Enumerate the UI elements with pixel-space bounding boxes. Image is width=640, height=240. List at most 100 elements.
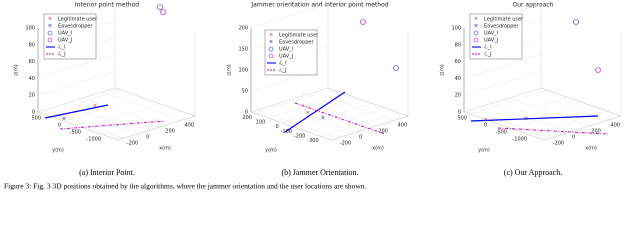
panel: Our approach100806040200z(m)5000-500-100… <box>440 2 622 177</box>
user-marker: × <box>483 117 488 124</box>
panel-title: Interior point method <box>75 2 139 9</box>
z-grid-line <box>37 71 116 96</box>
legend-label: ℒ_I <box>279 61 287 67</box>
legend-label: Eavesdropper <box>484 24 519 30</box>
y-grid-line <box>103 110 182 136</box>
x-grid-line <box>508 98 589 127</box>
legend-symbol <box>47 30 53 36</box>
uav-marker <box>573 19 579 25</box>
y-tick-label: -1000 <box>512 137 527 143</box>
legend-symbol: × <box>473 16 478 23</box>
y-grid-line <box>63 96 142 122</box>
legend-symbol: × <box>47 23 52 30</box>
y-axis-label: y(m) <box>265 148 277 154</box>
x-grid-line <box>275 104 357 133</box>
x-tick-label: 200 <box>591 129 601 135</box>
legend-label: Eavesdropper <box>279 40 314 46</box>
y-tick-label: 100 <box>256 120 266 126</box>
legend-label: ℒ_J <box>58 52 66 58</box>
uav-marker <box>157 4 163 10</box>
y-tick-label: -500 <box>70 130 81 136</box>
y-axis-label: y(m) <box>478 148 490 154</box>
z-tick-label: 100 <box>451 26 461 32</box>
z-tick-label: 0 <box>458 110 461 116</box>
x-grid-line <box>295 98 376 127</box>
z-tick-label: 50 <box>242 89 248 95</box>
legend-label: UAV_J <box>484 38 498 44</box>
x-axis-label: x(m) <box>159 146 171 152</box>
panel: Jammer orientation and interior point me… <box>227 2 409 177</box>
y-tick-label: 500 <box>457 116 467 122</box>
x-tick-label: 0 <box>146 135 149 141</box>
x-tick-label: -200 <box>340 141 351 147</box>
legend-symbol: × <box>473 23 478 30</box>
legend-symbol <box>268 46 274 52</box>
x-grid-line <box>43 110 124 139</box>
legend-label: ℒ_I <box>58 45 66 51</box>
legend-label: Legitimate user <box>58 17 98 23</box>
uav-marker <box>393 65 399 71</box>
x-tick-label: 0 <box>572 135 575 141</box>
z-grid-line <box>37 87 116 113</box>
x-axis-label: x(m) <box>585 146 597 152</box>
x-tick-label: 200 <box>165 129 175 135</box>
z-grid-line <box>37 54 116 79</box>
panel-title: Jammer orientation and interior point me… <box>250 2 388 9</box>
trajectory-i <box>284 91 346 133</box>
y-grid-line <box>529 110 608 136</box>
z-tick-label: 200 <box>238 26 248 32</box>
y-tick-label: 200 <box>242 115 252 121</box>
x-tick-label: 200 <box>378 129 388 135</box>
user-marker: × <box>320 115 325 122</box>
legend-label: UAV_I <box>58 31 72 37</box>
x-tick-label: 400 <box>398 123 408 129</box>
uav-marker <box>160 9 166 15</box>
trajectory-i <box>470 115 599 122</box>
y-grid-line <box>83 103 162 129</box>
legend-symbol <box>268 53 274 59</box>
trajectory-j <box>294 102 386 135</box>
uav-marker <box>595 67 601 73</box>
y-grid-line <box>509 103 588 129</box>
subcaption: (b) Jammer Orientation. <box>281 168 358 177</box>
y-grid-line <box>469 89 548 115</box>
y-tick-label: -500 <box>496 130 507 136</box>
y-grid-line <box>268 93 346 119</box>
y-tick-label: 0 <box>58 123 61 129</box>
user-marker: × <box>61 116 66 123</box>
z-axis-label: z(m) <box>14 64 20 75</box>
legend-label: Legitimate user <box>484 17 524 23</box>
panel-title: Our approach <box>513 2 554 9</box>
trajectory-j <box>497 127 609 135</box>
y-tick-label: -100 <box>281 129 292 135</box>
subcaption: (c) Our Approach. <box>504 168 562 177</box>
legend-box <box>469 13 523 60</box>
z-tick-label: 100 <box>25 26 35 32</box>
x-tick-label: 400 <box>611 123 621 129</box>
y-grid-line <box>321 112 399 137</box>
legend-symbol <box>473 30 479 36</box>
z-grid-line <box>250 3 329 29</box>
legend-label: UAV_J <box>58 38 72 44</box>
figure-page: Figure 3: Fig. 3 3D positions obtained b… <box>4 2 622 191</box>
z-tick-label: 20 <box>29 93 35 99</box>
z-tick-label: 80 <box>29 42 35 48</box>
legend-symbol: × <box>268 32 273 39</box>
z-tick-label: 150 <box>238 47 248 53</box>
figure-caption: Figure 3: Fig. 3 3D positions obtained b… <box>4 182 367 191</box>
legend-symbol: × <box>47 16 52 23</box>
x-grid-line <box>82 98 163 127</box>
user-marker: × <box>305 110 310 117</box>
legend-label: UAV_J <box>279 54 293 60</box>
x-tick-label: 400 <box>185 123 195 129</box>
y-grid-line <box>294 103 373 128</box>
z-tick-label: 80 <box>455 42 461 48</box>
x-tick-label: -200 <box>127 141 138 147</box>
y-tick-label: 0 <box>275 124 278 130</box>
z-tick-label: 0 <box>245 110 248 116</box>
figure: Figure 3: Fig. 3 3D positions obtained b… <box>4 2 622 191</box>
y-grid-line <box>281 98 359 123</box>
legend-label: Legitimate user <box>279 33 319 39</box>
user-marker: × <box>523 116 528 123</box>
panel: Interior point method100806040200z(m)500… <box>14 2 196 177</box>
